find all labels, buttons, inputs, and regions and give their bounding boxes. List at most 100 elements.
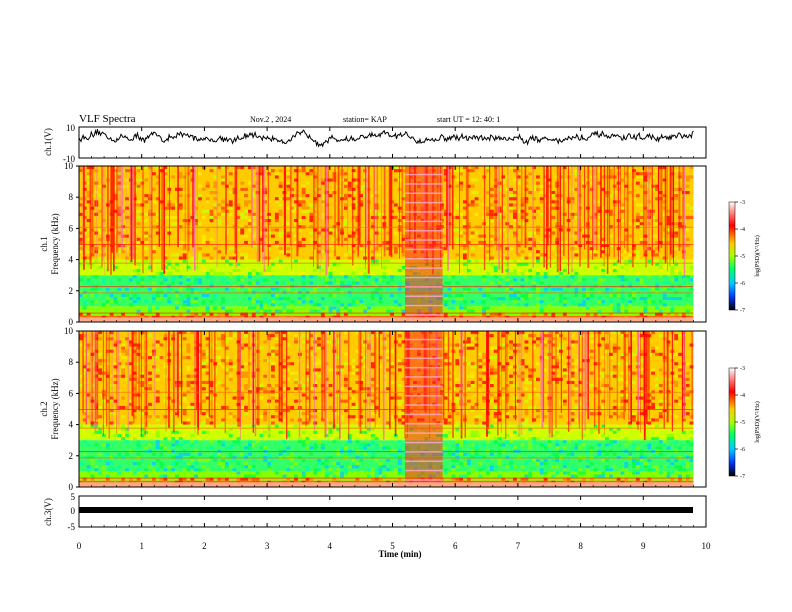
spec2-cell — [163, 387, 168, 391]
spec2-cell — [332, 474, 337, 478]
spec1-cell — [232, 256, 237, 260]
spec2-cell — [255, 421, 260, 425]
spec1-cell — [401, 250, 406, 254]
spec2-cell — [248, 446, 252, 450]
spec1-cell — [236, 269, 241, 273]
spec1-cell — [378, 293, 383, 298]
spec1-cell — [328, 281, 333, 285]
spec1-cell — [224, 287, 229, 291]
spec2-cell — [263, 409, 268, 413]
spec1-cell — [140, 178, 145, 182]
spec2-cell — [136, 374, 141, 378]
spec1-cell — [524, 237, 529, 241]
spec1-cell — [320, 215, 325, 220]
spec1-cell — [259, 306, 264, 310]
spec2-cell — [501, 334, 506, 338]
spec1-cell — [313, 175, 318, 179]
spec1-cell — [497, 281, 502, 285]
spec2-cell — [501, 477, 506, 481]
spec1-cell — [486, 206, 490, 210]
spec1-cell — [82, 290, 87, 294]
spec1-cell — [286, 222, 291, 226]
spec1-cell — [136, 309, 141, 313]
spec2-cell — [90, 393, 95, 397]
spec1-cell — [678, 215, 682, 220]
spec1-cell — [152, 293, 156, 298]
spec2-cell — [374, 393, 379, 397]
spec2-cell — [259, 446, 264, 450]
spec2-cell — [175, 462, 179, 466]
spec1-cell — [98, 184, 103, 188]
spec2-cell — [294, 337, 298, 341]
spec1-cell — [171, 265, 176, 269]
spec2-cell — [290, 471, 295, 475]
spec1-cell — [251, 300, 256, 304]
spec1-streak — [297, 166, 299, 252]
spec1-cell — [163, 166, 168, 170]
spec1-cell — [470, 203, 475, 207]
spec1-cell — [689, 278, 694, 282]
spec1-cell — [217, 309, 222, 313]
spec1-cell — [290, 234, 295, 238]
spec1-cell — [639, 287, 644, 291]
spec1-cell — [497, 297, 502, 301]
spec1-cell — [125, 169, 129, 173]
spec2-cell — [105, 371, 110, 375]
spec2-cell — [286, 343, 291, 347]
spec1-cell — [390, 278, 394, 282]
spec1-streak — [645, 166, 647, 268]
spec2-cell — [290, 455, 295, 459]
spec1-cell — [655, 290, 659, 294]
spec1-streak — [177, 166, 179, 248]
spec2-cell — [367, 443, 371, 447]
spec1-cell — [175, 187, 179, 191]
spec1-cell — [259, 215, 264, 220]
spec2-cell — [263, 402, 268, 406]
spec1-cell — [171, 222, 176, 226]
spec1-cell — [282, 297, 287, 301]
spec1-cell — [520, 278, 525, 282]
spec1-streak — [194, 166, 196, 271]
spec2-cell — [363, 430, 368, 434]
spec2-cell — [290, 396, 295, 400]
spec1-cell — [509, 209, 513, 213]
spec2-cell — [125, 356, 129, 360]
spec2-cell — [198, 343, 202, 347]
spec1-cell — [290, 278, 295, 282]
spec1-cell — [359, 247, 364, 251]
spec1-interference-line — [405, 258, 443, 260]
spec1-cell — [493, 203, 498, 207]
spec1-streak — [367, 166, 370, 274]
spec2-cell — [344, 331, 348, 335]
spec1-cell — [236, 228, 241, 232]
spec1-cell — [570, 200, 575, 204]
spec1-cell — [382, 215, 387, 220]
spec1-cell — [267, 219, 272, 223]
spec2-cell — [186, 343, 191, 347]
spec1-cell — [186, 178, 191, 182]
spec2-cell — [109, 462, 114, 466]
spec1-cell — [309, 256, 314, 260]
spec1-cell — [301, 234, 306, 238]
spec2-cell — [347, 368, 352, 372]
spec1-cell — [524, 181, 529, 185]
spec2-cell — [136, 477, 141, 481]
spec1-cell — [267, 300, 272, 304]
spec1-cell — [136, 240, 141, 245]
spec2-cell — [474, 421, 479, 425]
spec2-cell — [136, 462, 141, 466]
spec2-cell — [466, 458, 471, 463]
spec1-cell — [301, 184, 306, 188]
spec2-cell — [482, 380, 487, 385]
spec1-cell — [466, 240, 471, 245]
spec1-cell — [601, 262, 606, 266]
spec2-cell — [397, 368, 402, 372]
spec2-cell — [248, 362, 252, 366]
spec2-cell — [513, 430, 517, 434]
spec1-cell — [236, 262, 241, 266]
spec2-cell — [474, 331, 479, 335]
spec1-cell — [486, 222, 490, 226]
spec1-cell — [186, 293, 191, 298]
spec2-cell — [79, 384, 83, 388]
spec1-cell — [574, 169, 579, 173]
